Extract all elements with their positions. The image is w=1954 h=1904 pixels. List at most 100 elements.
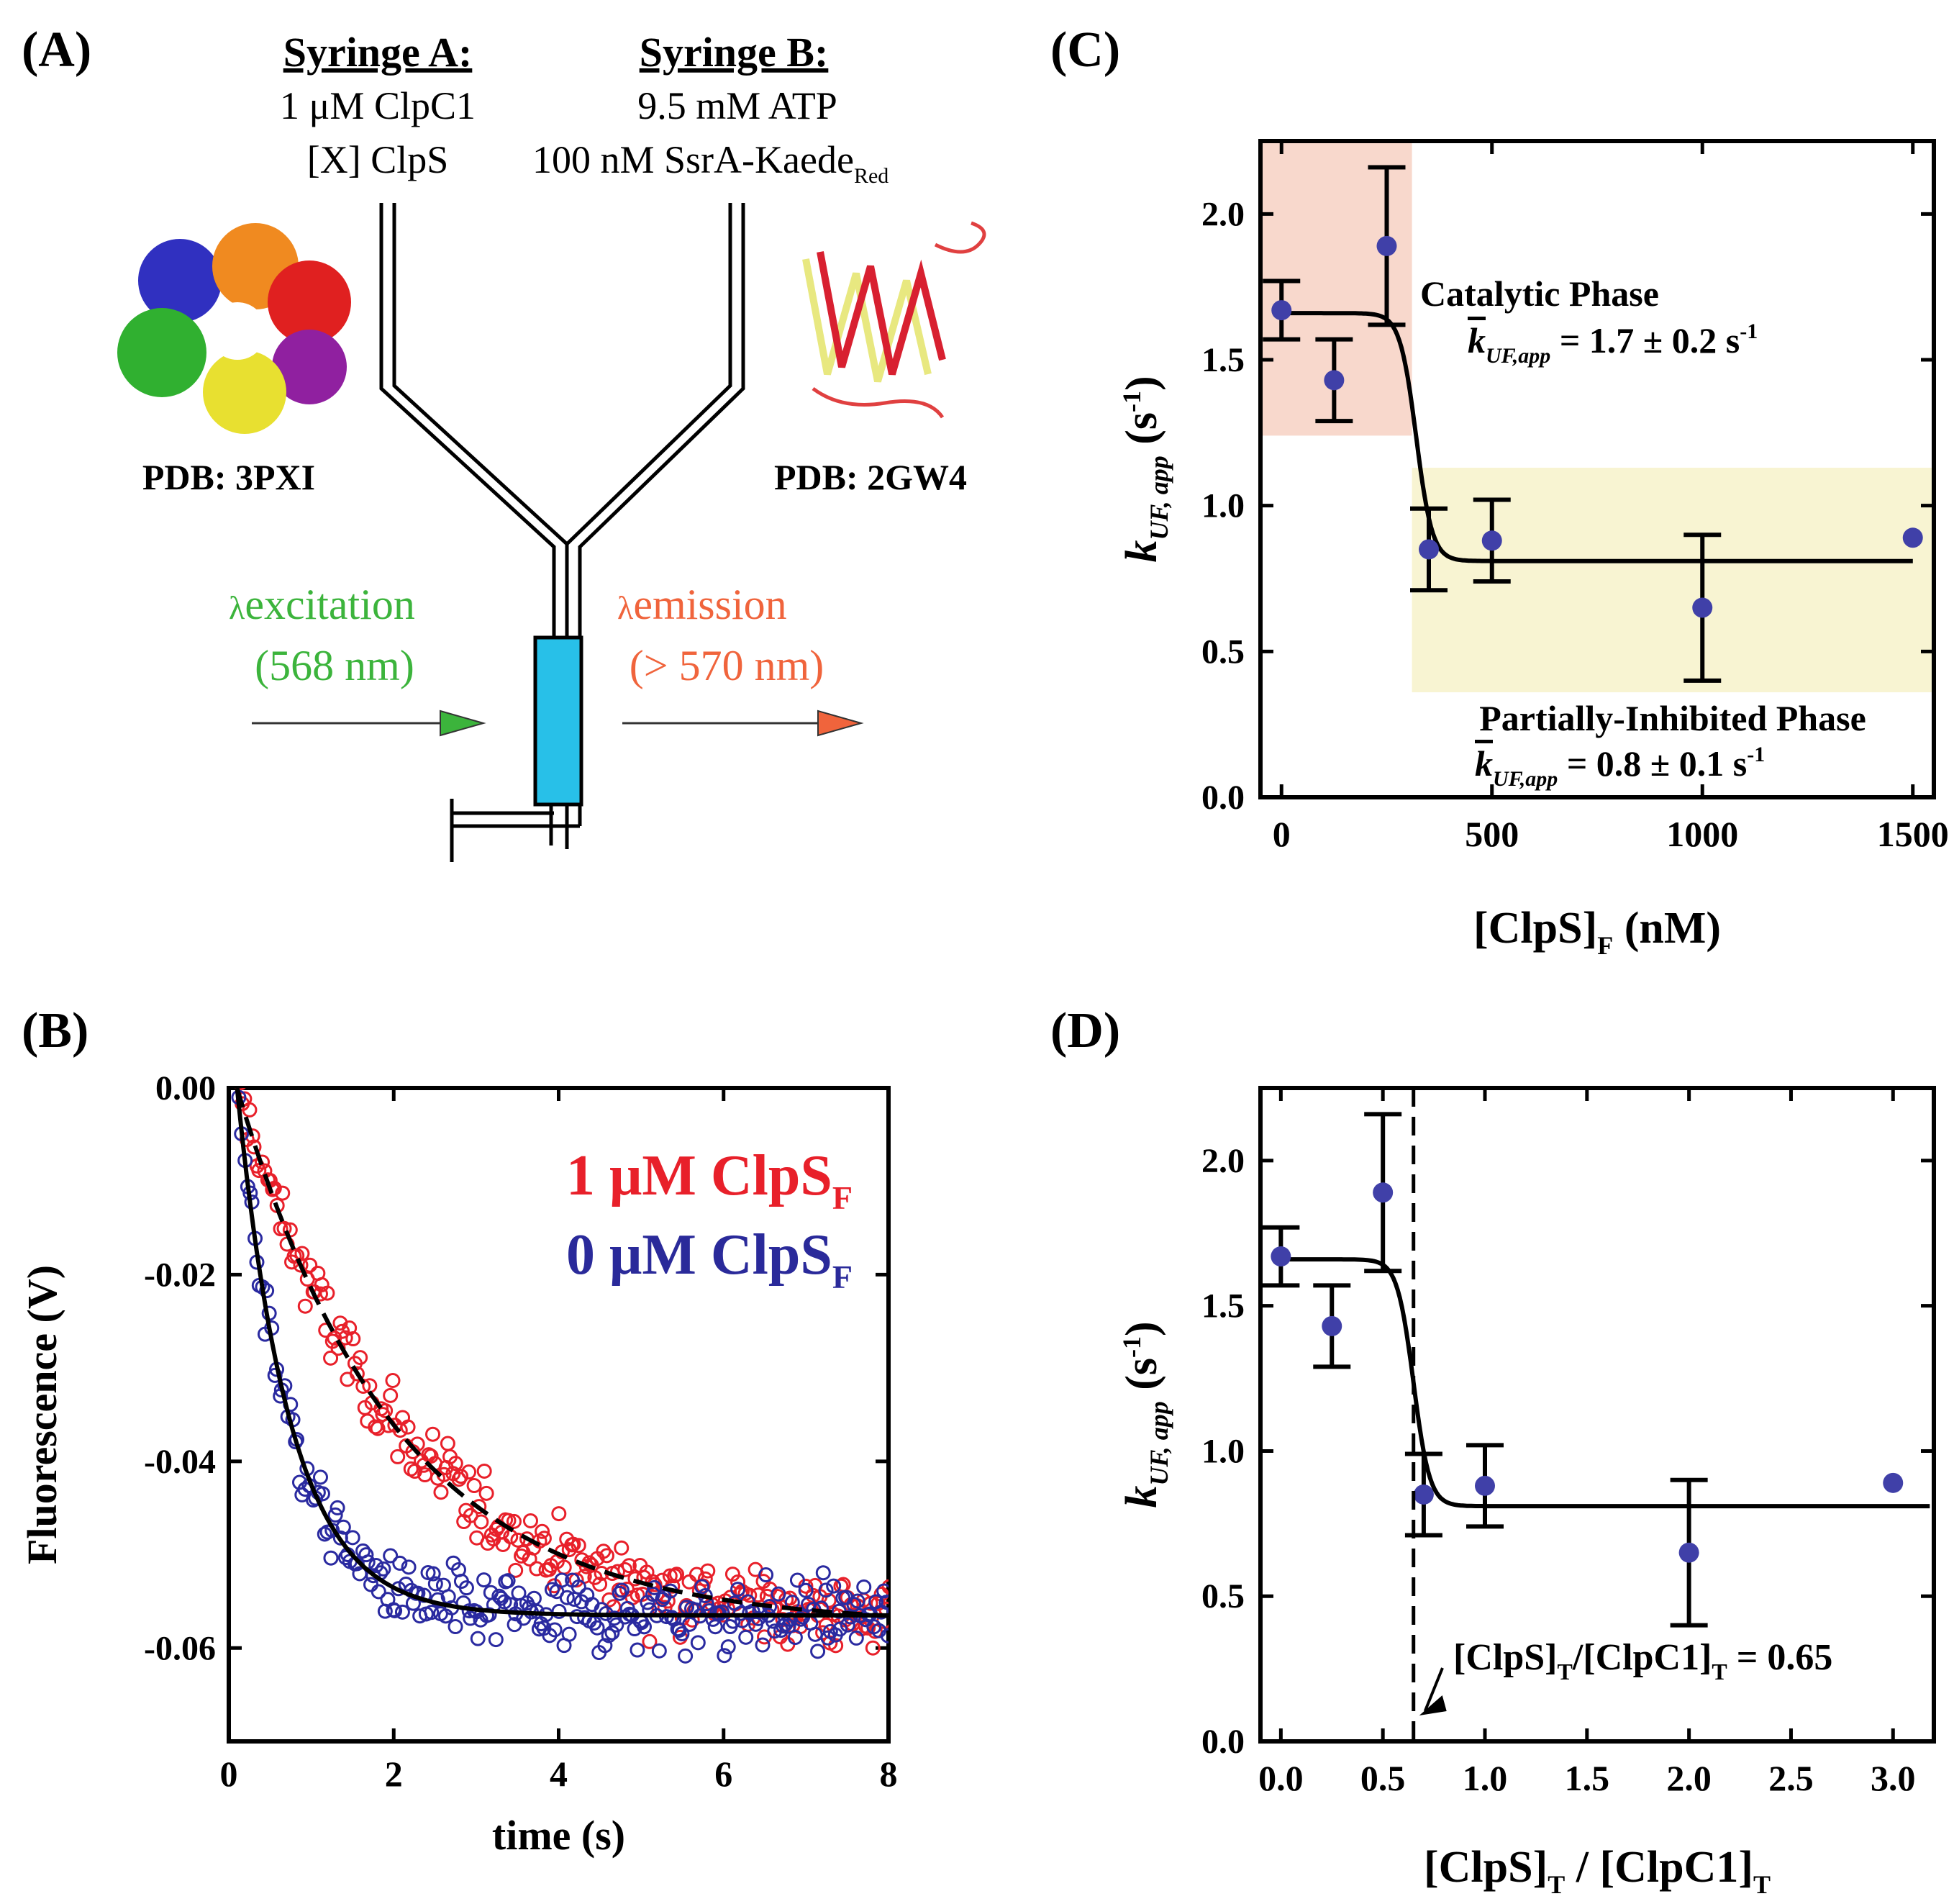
data-point-c-2 xyxy=(1376,235,1397,256)
data-point-b xyxy=(720,1639,736,1655)
data-point-b xyxy=(730,1582,746,1597)
data-point-b xyxy=(536,1531,552,1546)
data-point-b xyxy=(330,1500,345,1515)
emission-word: emission xyxy=(633,581,786,628)
data-point-b xyxy=(750,1587,766,1603)
pdb-left-label: PDB: 3PXI xyxy=(142,457,315,497)
chart-d: 0.0 0.5 1.0 1.5 2.0 2.5 3.0 0.0 0.5 1.0 1.5 2.0 kUF,… xyxy=(1117,1086,1936,1899)
data-point-b xyxy=(461,1464,477,1480)
data-point-b xyxy=(335,1519,351,1535)
y-label-tail-d: (s xyxy=(1117,1358,1166,1401)
data-point-b xyxy=(878,1595,889,1610)
y-label-sub-d: UF, app xyxy=(1145,1401,1173,1485)
data-point-b xyxy=(337,1330,353,1346)
x-label-main-c: [ClpS] xyxy=(1473,904,1597,953)
data-point-b xyxy=(293,1257,309,1273)
fit-line-b-0 xyxy=(235,1088,889,1618)
data-point-c-6 xyxy=(1902,527,1923,548)
data-point-b xyxy=(612,1585,627,1601)
data-point-b xyxy=(235,1088,246,1091)
data-point-b xyxy=(423,1448,439,1464)
x-tick-label-d: 1.5 xyxy=(1565,1758,1610,1798)
data-point-b xyxy=(750,1610,766,1626)
data-point-b xyxy=(810,1644,826,1659)
y-tick-label-d: 0.5 xyxy=(1201,1577,1245,1615)
data-point-b xyxy=(596,1543,612,1559)
y-label-end-c: ) xyxy=(1117,376,1166,391)
syringe-a-line1: 1 μM ClpC1 xyxy=(280,84,476,127)
data-point-b xyxy=(370,1420,386,1436)
data-point-c-4 xyxy=(1481,530,1502,551)
data-point-b xyxy=(353,1350,368,1366)
fit-line-d xyxy=(1281,1257,1930,1509)
data-point-b xyxy=(508,1562,524,1578)
data-point-b xyxy=(759,1588,775,1604)
data-point-b xyxy=(323,1550,339,1566)
x-label-mid-d: / [ClpC1] xyxy=(1565,1843,1753,1892)
data-point-c-1 xyxy=(1324,370,1345,391)
kaede-structure-image xyxy=(802,221,986,419)
data-point-c-3 xyxy=(1419,539,1439,560)
data-point-b xyxy=(267,1367,283,1383)
data-point-b xyxy=(425,1426,441,1442)
y-label-sup-d: -1 xyxy=(1117,1336,1146,1358)
y-tick-label-d: 1.5 xyxy=(1201,1287,1245,1325)
data-point-b xyxy=(789,1572,805,1588)
data-point-b xyxy=(848,1630,864,1646)
data-point-b xyxy=(781,1618,796,1634)
data-point-b xyxy=(832,1621,848,1637)
excitation-arrowhead xyxy=(440,710,486,737)
plot-area-b xyxy=(230,1065,889,1664)
data-point-b xyxy=(771,1586,786,1602)
legend-sub-b: F xyxy=(832,1259,853,1295)
x-tick-label-d: 2.0 xyxy=(1666,1758,1712,1798)
data-point-d-3 xyxy=(1413,1484,1434,1505)
x-label-sub-c: F xyxy=(1597,931,1613,960)
threshold-arrowhead xyxy=(1419,1695,1447,1715)
data-point-b xyxy=(589,1620,605,1636)
data-point-b xyxy=(230,1065,243,1078)
data-point-b xyxy=(707,1619,723,1635)
ann-a: [ClpS] xyxy=(1453,1637,1557,1678)
x-tick-label-d: 0.5 xyxy=(1360,1758,1406,1798)
data-point-b xyxy=(383,1387,399,1403)
panel-c: (C) 0 500 1000 1500 0.0 0.5 1.0 1.5 2.0 kUF, app … xyxy=(1050,22,1949,960)
y-tick-label-b: -0.06 xyxy=(144,1629,216,1667)
data-point-b xyxy=(820,1630,836,1646)
annotation-inhibited-title: Partially-Inhibited Phase xyxy=(1479,698,1866,738)
data-point-b xyxy=(865,1640,881,1656)
data-point-b xyxy=(447,1456,463,1472)
panel-b: (B) 0 2 4 6 8 0.00 -0.02 -0.04 -0.06 time (s) Fluo… xyxy=(19,1003,898,1859)
data-point-b xyxy=(466,1478,482,1494)
data-point-b xyxy=(317,1526,332,1542)
data-point-b xyxy=(500,1573,516,1589)
data-point-b xyxy=(427,1576,443,1592)
data-point-b xyxy=(636,1619,652,1635)
y-axis-label-b: Fluorescence (V) xyxy=(19,1265,65,1564)
data-point-d-1 xyxy=(1322,1315,1342,1336)
x-axis-label-d: [ClpS]T / [ClpC1]T xyxy=(1424,1843,1771,1899)
y-tick-label-d: 0.0 xyxy=(1201,1723,1245,1761)
x-axis-label-c: [ClpS]F (nM) xyxy=(1473,904,1721,960)
y-tick-label-c: 1.5 xyxy=(1201,341,1245,379)
data-point-b xyxy=(601,1628,617,1644)
data-point-b xyxy=(433,1484,449,1500)
data-point-b xyxy=(818,1582,834,1598)
annotation-catalytic-title: Catalytic Phase xyxy=(1420,273,1659,314)
data-point-b xyxy=(385,1373,401,1389)
ann-b-sub: T xyxy=(1712,1659,1727,1685)
data-point-b xyxy=(506,1513,522,1529)
data-point-b xyxy=(571,1579,586,1595)
data-point-b xyxy=(535,1523,550,1539)
syringe-b-title: Syringe B: xyxy=(640,29,829,76)
data-point-b xyxy=(609,1617,624,1633)
data-point-b xyxy=(401,1559,417,1575)
x-tick-label-d: 1.0 xyxy=(1463,1758,1508,1798)
y-tick-label-b: -0.02 xyxy=(144,1256,216,1294)
panel-d: (D) 0.0 0.5 1.0 1.5 2.0 2.5 3.0 0.0 0.5 1.0 1.5 2.0… xyxy=(1050,1003,1936,1899)
data-point-b xyxy=(453,1469,469,1484)
data-point-d-0 xyxy=(1271,1246,1291,1267)
data-point-b xyxy=(630,1642,645,1658)
y-tick-label-d: 1.0 xyxy=(1201,1432,1245,1470)
y-label-k-d: k xyxy=(1117,1486,1166,1508)
